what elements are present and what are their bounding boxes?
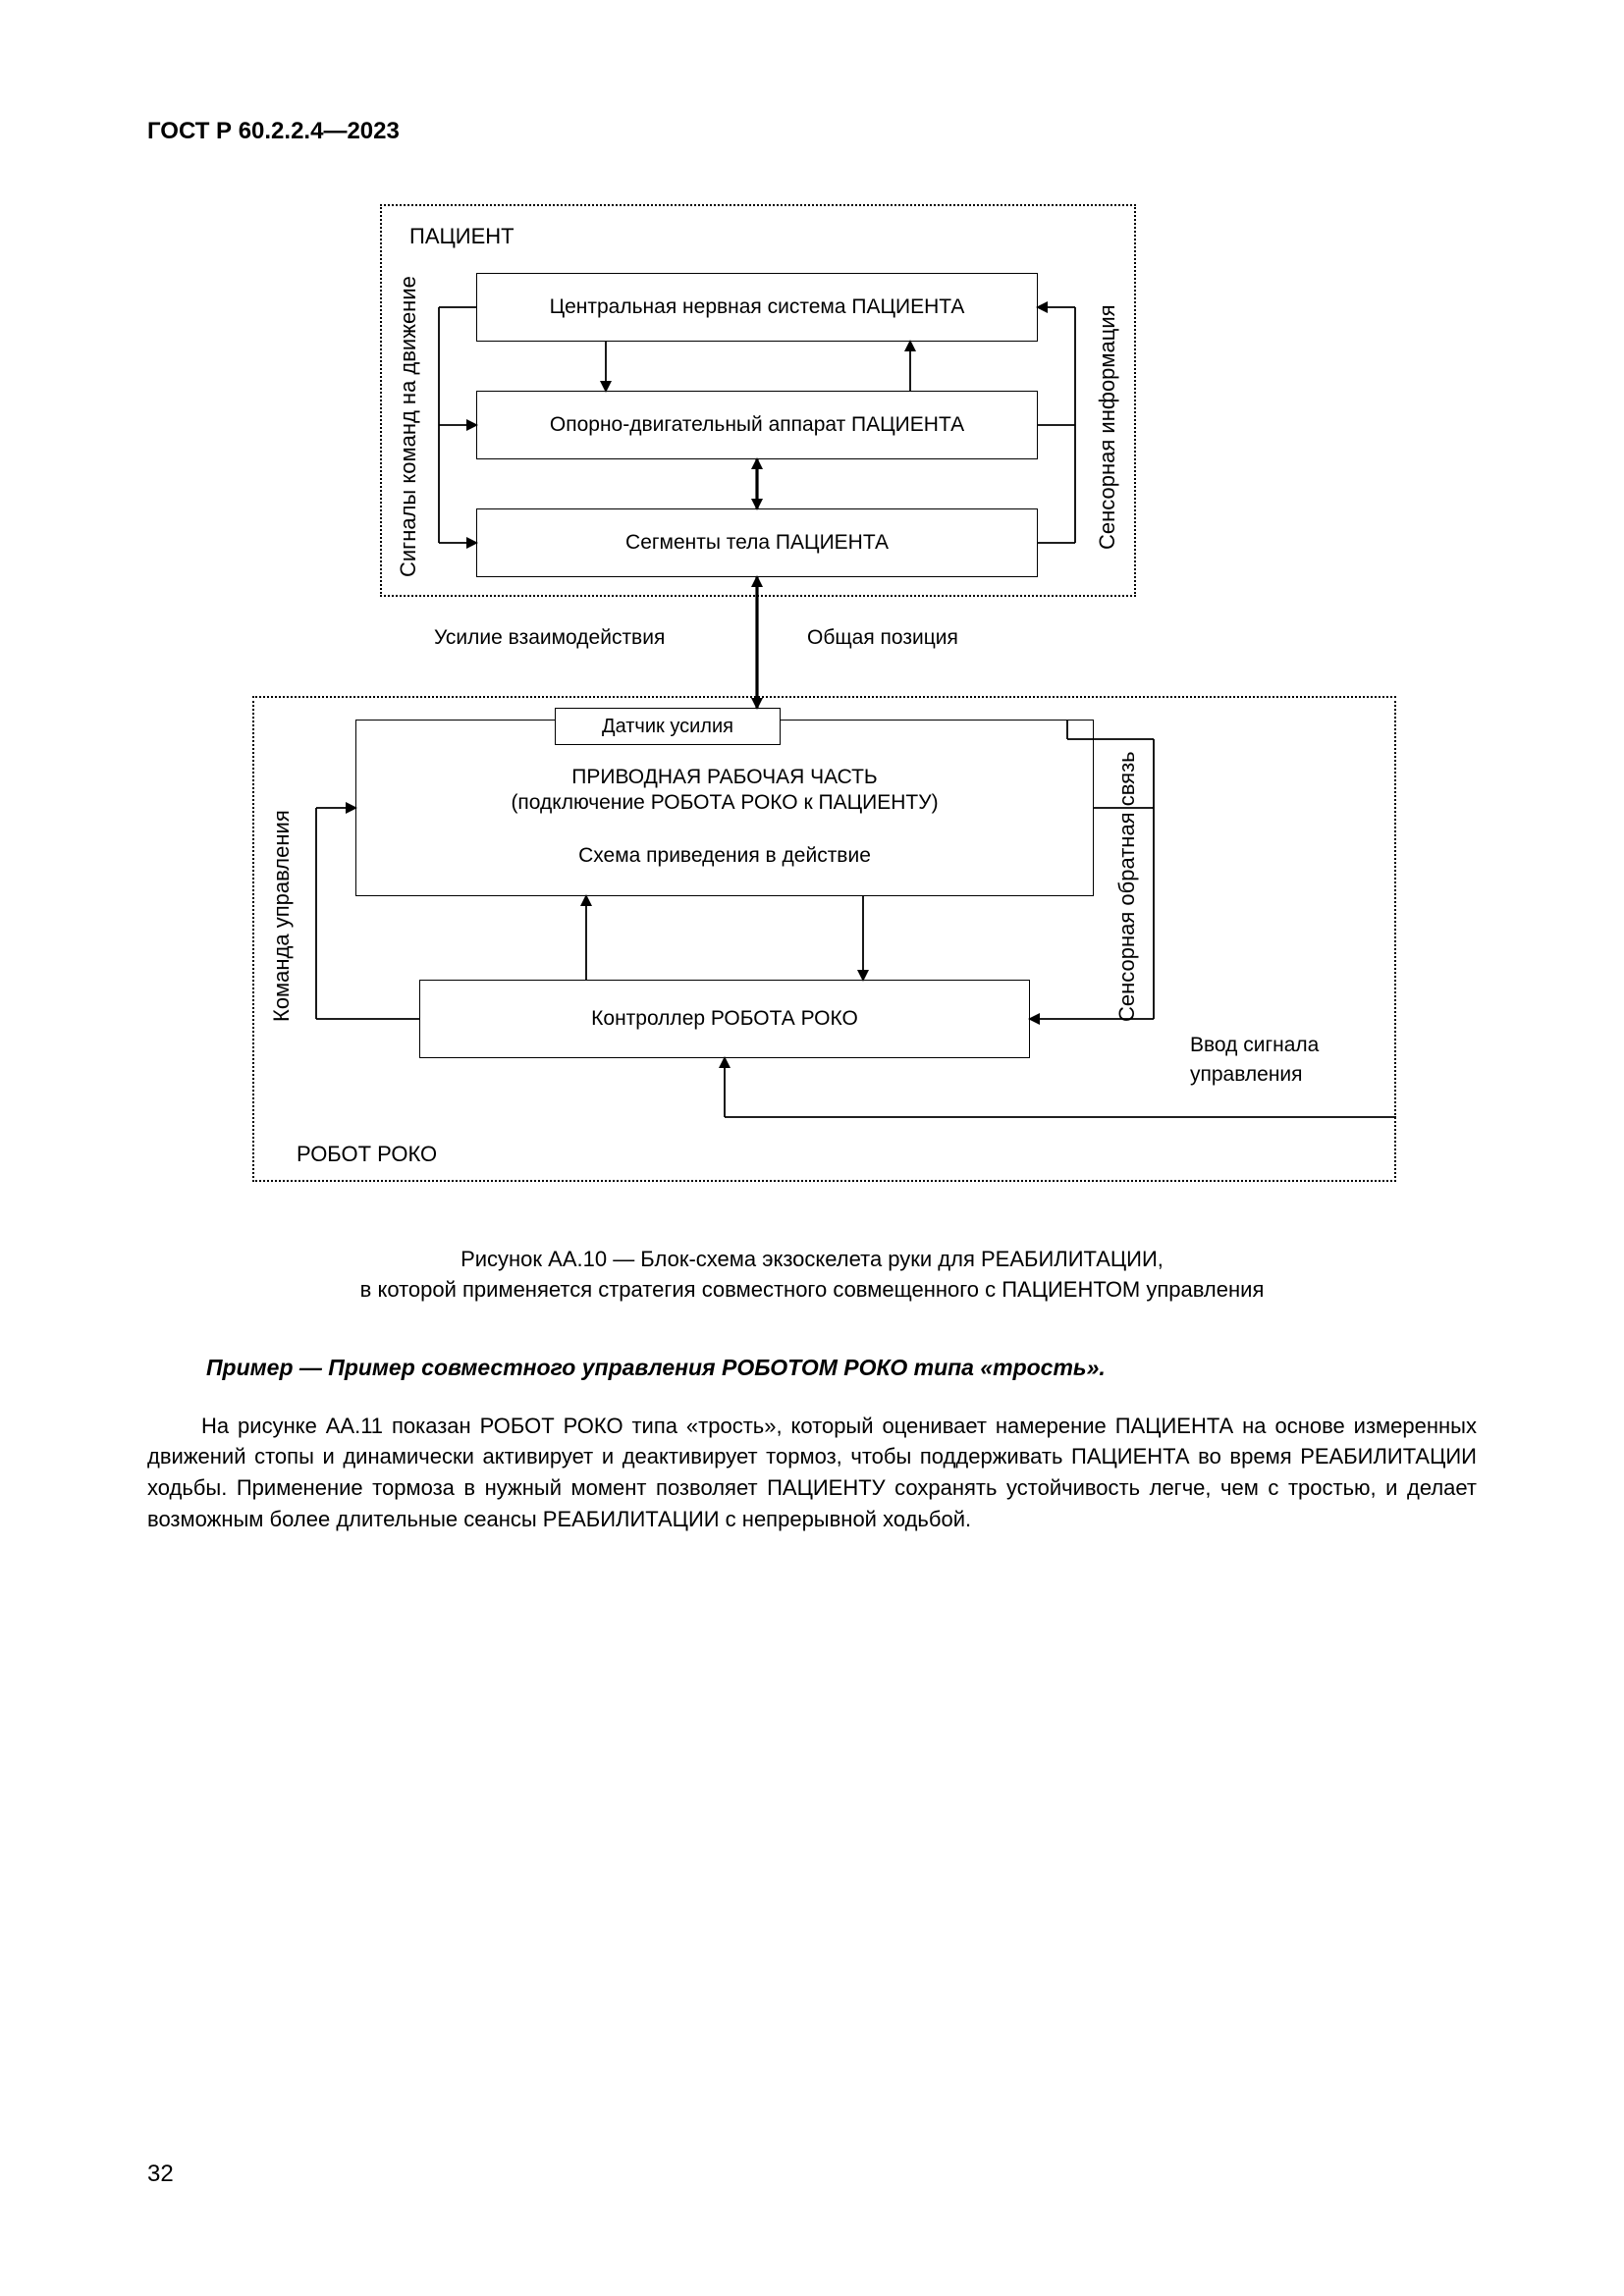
node-controller: Контроллер РОБОТА РОКО	[419, 980, 1030, 1058]
label-position: Общая позиция	[807, 626, 958, 650]
caption-line2: в которой применяется стратегия совместн…	[360, 1277, 1265, 1302]
vlabel-command: Команда управления	[269, 764, 295, 1068]
standard-header: ГОСТ Р 60.2.2.4—2023	[147, 118, 1477, 145]
figure-caption: Рисунок АА.10 — Блок-схема экзоскелета р…	[226, 1245, 1398, 1306]
vlabel-feedback: Сенсорная обратная связь	[1114, 724, 1140, 1048]
actuator-line1: ПРИВОДНАЯ РАБОЧАЯ ЧАСТЬ	[571, 765, 877, 790]
vlabel-signals: Сигналы команд на движение	[396, 275, 421, 579]
node-musc: Опорно-двигательный аппарат ПАЦИЕНТА	[476, 391, 1038, 459]
label-effort: Усилие взаимодействия	[434, 626, 665, 650]
node-force-sensor: Датчик усилия	[555, 708, 781, 745]
frame-robot-title: РОБОТ РОКО	[297, 1142, 437, 1167]
node-segments: Сегменты тела ПАЦИЕНТА	[476, 508, 1038, 577]
example-heading: Пример — Пример совместного управления Р…	[206, 1355, 1477, 1381]
body-paragraph: На рисунке АА.11 показан РОБОТ РОКО типа…	[147, 1411, 1477, 1536]
caption-line1: Рисунок АА.10 — Блок-схема экзоскелета р…	[460, 1247, 1164, 1271]
label-input-signal-2: управления	[1190, 1063, 1303, 1087]
block-diagram: ПАЦИЕНТ РОБОТ РОКО Сигналы команд на дви…	[223, 204, 1401, 1186]
vlabel-sensory: Сенсорная информация	[1095, 275, 1120, 579]
document-page: ГОСТ Р 60.2.2.4—2023 ПАЦИЕНТ РОБОТ РОКО …	[0, 0, 1624, 2296]
actuator-line3: Схема приведения в действие	[578, 843, 871, 869]
label-input-signal-1: Ввод сигнала	[1190, 1034, 1319, 1057]
page-number: 32	[147, 2161, 174, 2188]
node-cns: Центральная нервная система ПАЦИЕНТА	[476, 273, 1038, 342]
node-actuator: ПРИВОДНАЯ РАБОЧАЯ ЧАСТЬ (подключение РОБ…	[355, 720, 1094, 896]
frame-patient-title: ПАЦИЕНТ	[409, 224, 514, 249]
actuator-line2: (подключение РОБОТА РОКО к ПАЦИЕНТУ)	[511, 790, 938, 816]
